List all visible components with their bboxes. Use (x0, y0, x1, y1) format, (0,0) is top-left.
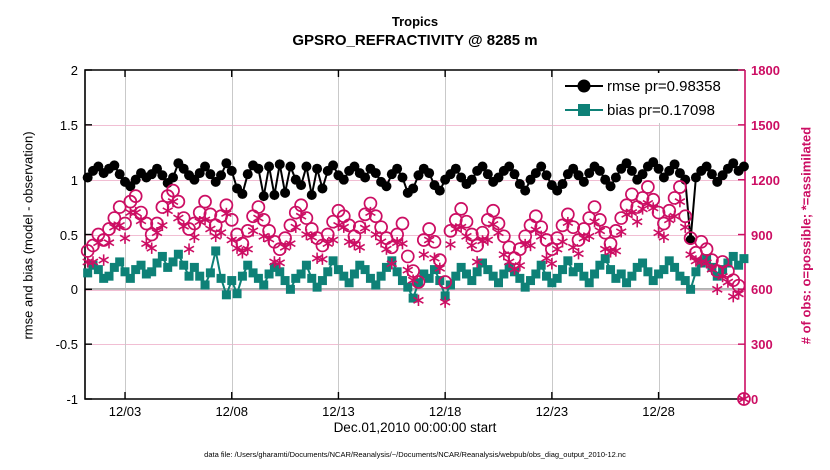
x-tick-label: 12/08 (215, 404, 248, 419)
x-tick-label: 12/13 (322, 404, 355, 419)
left-y-tick-label: -1 (66, 392, 78, 407)
left-y-tick-label: 0 (70, 282, 78, 298)
legend: rmse pr=0.98358 bias pr=0.17098 (561, 73, 743, 123)
right-y-tick-label: 600 (751, 282, 773, 298)
right-y-axis-label: # of obs: o=possible; *=assimilated (798, 126, 814, 345)
x-tick-label: 12/28 (642, 404, 675, 419)
chart-title-variable: GPSRO_REFRACTIVITY @ 8285 m (292, 32, 538, 49)
legend-label-rmse: rmse pr=0.98358 (607, 77, 721, 95)
legend-entry-bias: bias pr=0.17098 (561, 99, 743, 122)
left-y-tick-label: 1 (70, 172, 78, 188)
right-y-tick-label: 0 (751, 392, 759, 407)
left-y-tick-label: 2 (70, 63, 78, 78)
x-axis-label: Dec.01,2010 00:00:00 start (333, 420, 497, 435)
bias-legend-marker-icon (565, 104, 603, 116)
x-tick-label: 12/03 (108, 404, 142, 419)
legend-label-bias: bias pr=0.17098 (607, 101, 716, 119)
rmse-legend-marker-icon (565, 79, 603, 93)
chart-title-region: Tropics (391, 14, 439, 29)
data-file-caption: data file: /Users/gharamti/Documents/NCA… (204, 450, 626, 459)
left-y-tick-label: 0.5 (59, 227, 78, 243)
right-y-tick-label: 900 (751, 227, 773, 243)
left-y-tick-label: -0.5 (55, 337, 78, 353)
x-tick-label: 12/18 (428, 404, 462, 419)
right-y-tick-label: 300 (751, 337, 773, 353)
right-y-tick-label: 1500 (751, 117, 780, 133)
x-tick-label: 12/23 (535, 404, 569, 419)
legend-entry-rmse: rmse pr=0.98358 (561, 75, 743, 98)
right-y-tick-label: 1800 (751, 63, 780, 78)
left-y-tick-label: 1.5 (59, 117, 78, 133)
right-y-tick-label: 1200 (751, 172, 780, 188)
